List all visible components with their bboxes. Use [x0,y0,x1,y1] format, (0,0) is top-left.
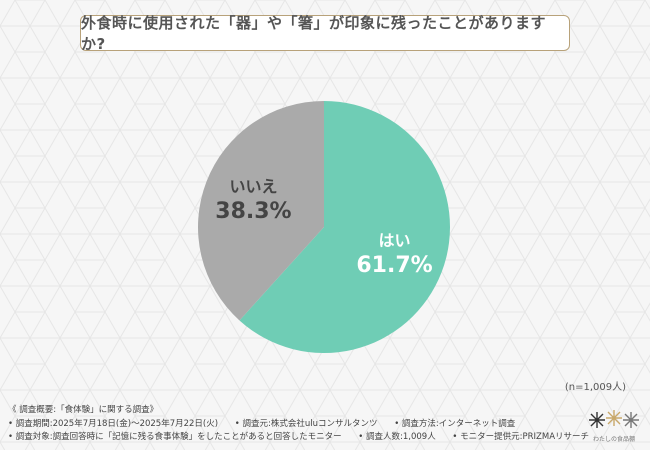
slice-value-no: 38.3% [215,199,291,224]
brand-logo: わたしの食品棚 [585,404,643,446]
footer-source: • 調査元:株式会社uluコンサルタンツ [234,418,378,429]
footer-count: • 調査人数:1,009人 [358,432,436,442]
slice-label-yes: はい [379,231,411,250]
slice-value-yes: 61.7% [356,253,432,278]
footer-period: • 調査期間:2025年7月18日(金)〜2025年7月22日(火) [8,418,219,429]
pie-slice-no [197,101,324,321]
chart-title-box: 外食時に使用された「器」や「箸」が印象に残ったことがありますか? [80,14,570,53]
slice-label-no: いいえ [229,177,277,196]
footer-method: • 調査方法:インターネット調査 [394,418,516,429]
footer-provider: • モニター提供元:PRIZMAリサーチ [452,432,590,442]
survey-footer: 《 調査概要:「食体験」に関する調査》 • 調査期間:2025年7月18日(金)… [8,404,589,445]
footer-row-2: • 調査対象:調査回答時に「記憶に残る食事体験」をしたことがあると回答したモニタ… [8,431,589,445]
footer-target: • 調査対象:調査回答時に「記憶に残る食事体験」をしたことがあると回答したモニタ… [8,432,342,442]
logo-text: わたしの食品棚 [592,436,635,443]
footer-row-1: • 調査期間:2025年7月18日(金)〜2025年7月22日(火) • 調査元… [8,418,578,432]
sample-size-label: (n=1,009人) [564,382,626,393]
logo-flower-icon [589,410,639,428]
footer-heading: 《 調査概要:「食体験」に関する調査》 [8,405,159,415]
chart-title: 外食時に使用された「器」や「箸」が印象に残ったことがありますか? [81,14,547,53]
pie-slice-yes [239,101,450,353]
